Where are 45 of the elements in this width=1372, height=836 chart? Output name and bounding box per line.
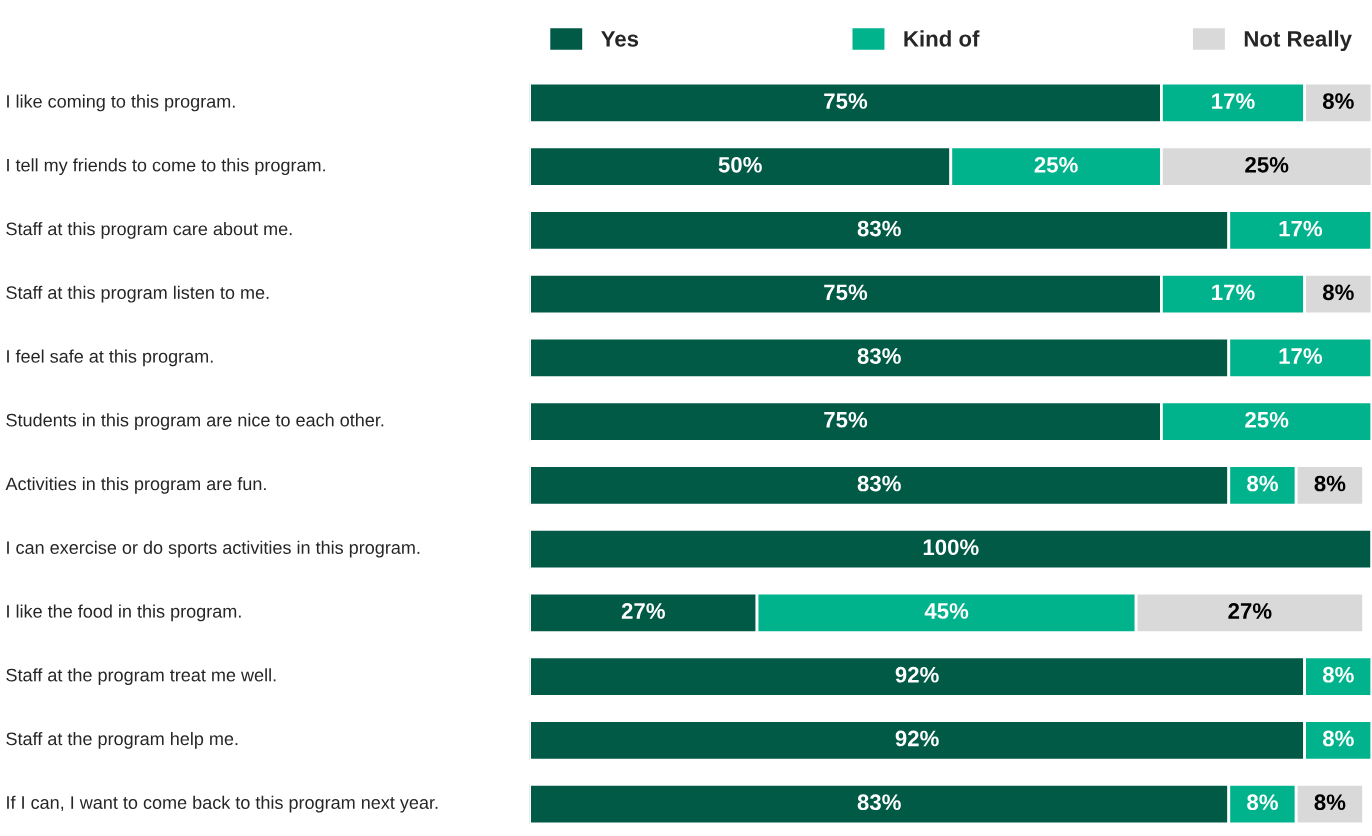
data-label: 8% [1314,475,1346,492]
y-tick-label: If I can, I want to come back to this program next year. [7,795,438,813]
y-tick-label: Staff at this program care about me. [6,222,292,239]
y-tick-label: Students in this program are nice to each other. [6,413,384,431]
data-label: 25% [1034,156,1078,173]
data-label: 83% [857,475,901,492]
data-label: 8% [1322,93,1354,109]
data-label: 100% [923,539,979,556]
data-label: 83% [857,794,901,811]
data-label: 50% [718,156,762,173]
data-label: 8% [1322,730,1354,747]
data-label: 8% [1322,284,1354,301]
legend-label: Yes [601,31,639,47]
y-tick-label: Activities in this program are fun. [5,476,266,494]
data-label: 92% [895,666,939,683]
data-label: 83% [857,348,901,364]
data-label: 8% [1322,666,1354,683]
data-label: 27% [1228,603,1272,619]
y-tick-label: I tell my friends to come to this program. [7,158,325,176]
data-label: 92% [895,730,939,747]
y-tick-label: I can exercise or do sports activities in this program. [7,540,420,558]
y-tick-label: I feel safe at this program. [7,349,213,367]
data-label: 8% [1247,794,1278,811]
data-label: 8% [1247,475,1278,492]
legend-label: Not Really [1244,30,1352,52]
data-label: 25% [1245,156,1289,173]
y-tick-label: I like coming to this program. [7,94,235,112]
data-label: 75% [824,93,868,109]
bar [529,528,1372,571]
y-tick-label: Staff at the program help me. [6,731,238,749]
data-label: 17% [1279,348,1323,364]
data-label: 27% [621,603,665,619]
data-label: 17% [1279,220,1323,237]
data-label: 75% [824,284,868,301]
y-tick-label: Staff at the program treat me well. [6,668,276,686]
data-label: 83% [857,220,901,237]
y-tick-label: Staff at this program listen to me. [6,285,269,303]
data-label: 8% [1314,794,1346,811]
legend-label: Kind of [904,30,980,47]
data-label: 45% [924,603,969,619]
y-tick-label: I like the food in this program. [7,604,241,622]
data-label: 17% [1212,93,1255,109]
data-label: 17% [1212,284,1255,301]
data-label: 75% [824,411,868,428]
data-label: 25% [1245,411,1289,428]
